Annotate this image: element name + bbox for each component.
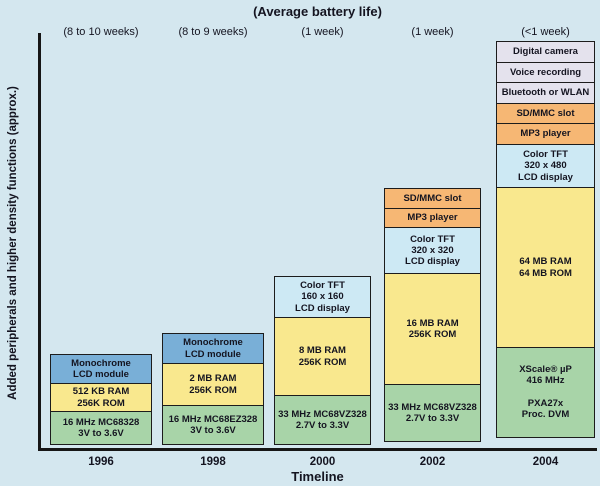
segment-label: 160 x 160 — [301, 291, 344, 303]
segment-sd-mmc-slot-2002: SD/MMC slot — [384, 188, 481, 209]
segment-label: XScale® µP — [519, 363, 572, 375]
segment-label: 2.7V to 3.3V — [295, 420, 350, 431]
x-axis-title: Timeline — [291, 469, 344, 484]
bar-2004: Digital camera Voice recording Bluetooth o… — [496, 41, 595, 438]
battery-life-label-1998: (8 to 9 weeks) — [178, 26, 248, 38]
segment-label: 33 MHz MC68VZ328 — [388, 401, 477, 413]
segment-label: 33 MHz MC68VZ328 — [278, 408, 367, 420]
battery-life-label-2002: (1 week) — [411, 26, 454, 38]
chart-title: (Average battery life) — [253, 4, 382, 19]
segment-ram-rom-2004: 64 MB RAM 64 MB ROM — [496, 187, 595, 348]
segment-label: 3V to 3.6V — [78, 428, 124, 439]
battery-life-label-1996: (8 to 10 weeks) — [63, 26, 139, 38]
segment-label: 64 MB ROM — [519, 267, 572, 279]
segment-label: PXA27x — [527, 397, 564, 409]
segment-label: 256K ROM — [298, 356, 347, 368]
segment-processor-2000: 33 MHz MC68VZ328 2.7V to 3.3V — [274, 395, 371, 445]
x-axis-line — [38, 448, 597, 451]
y-axis-line — [38, 33, 41, 451]
segment-label: MP3 player — [407, 212, 458, 224]
segment-label: SD/MMC slot — [403, 192, 462, 204]
segment-label: MP3 player — [520, 128, 571, 140]
segment-label: 256K ROM — [189, 384, 237, 396]
segment-label: 416 MHz — [526, 375, 565, 387]
y-axis-label: Added peripherals and higher density fun… — [7, 86, 19, 400]
bar-1996: Monochrome LCD module 512 KB RAM 256K ROM 16… — [50, 354, 152, 445]
segment-label: 320 x 320 — [411, 244, 454, 256]
segment-label: Bluetooth or WLAN — [501, 87, 590, 99]
segment-bluetooth-wlan-2004: Bluetooth or WLAN — [496, 82, 595, 104]
segment-label: 256K ROM — [77, 397, 125, 409]
segment-label: 320 x 480 — [524, 160, 567, 172]
segment-label: 512 KB RAM — [72, 386, 130, 398]
segment-label: LCD display — [518, 171, 573, 183]
segment-monochrome-lcd-1996: Monochrome LCD module — [50, 354, 152, 384]
segment-monochrome-lcd-1998: Monochrome LCD module — [162, 333, 264, 364]
year-label-1996: 1996 — [88, 456, 114, 468]
segment-label: 2 MB RAM — [189, 373, 237, 385]
segment-label: Voice recording — [509, 66, 582, 78]
segment-processor-1998: 16 MHz MC68EZ328 3V to 3.6V — [162, 405, 264, 445]
segment-label — [544, 386, 547, 397]
segment-processor-1996: 16 MHz MC68328 3V to 3.6V — [50, 411, 152, 445]
segment-processor-2002: 33 MHz MC68VZ328 2.7V to 3.3V — [384, 384, 481, 442]
segment-digital-camera-2004: Digital camera — [496, 41, 595, 63]
segment-label: Proc. DVM — [521, 408, 570, 420]
segment-label: 2.7V to 3.3V — [405, 413, 460, 424]
segment-label: 16 MHz MC68328 — [62, 416, 140, 428]
segment-ram-rom-1996: 512 KB RAM 256K ROM — [50, 382, 152, 413]
segment-label: 16 MHz MC68EZ328 — [168, 413, 258, 425]
battery-life-label-2000: (1 week) — [301, 26, 344, 38]
segment-label: Monochrome — [183, 337, 243, 349]
segment-color-tft-2002: Color TFT 320 x 320 LCD display — [384, 227, 481, 274]
segment-label: 16 MB RAM — [406, 317, 459, 329]
year-label-2000: 2000 — [309, 456, 336, 468]
segment-label: SD/MMC slot — [516, 107, 575, 119]
segment-mp3-player-2002: MP3 player — [384, 207, 481, 229]
segment-label: LCD display — [295, 302, 350, 314]
segment-label: 256K ROM — [408, 329, 457, 340]
segment-ram-rom-1998: 2 MB RAM 256K ROM — [162, 362, 264, 407]
segment-label: 64 MB RAM — [519, 256, 572, 268]
year-label-2004: 2004 — [532, 456, 559, 468]
segment-label: 8 MB RAM — [299, 345, 346, 357]
segment-label: Color TFT — [300, 280, 345, 292]
bar-1998: Monochrome LCD module 2 MB RAM 256K ROM 16 M… — [162, 333, 264, 445]
segment-voice-recording-2004: Voice recording — [496, 61, 595, 84]
segment-ram-rom-2002: 16 MB RAM 256K ROM — [384, 272, 481, 386]
segment-sd-mmc-slot-2004: SD/MMC slot — [496, 102, 595, 125]
segment-label: LCD display — [405, 256, 460, 268]
segment-label: LCD module — [185, 348, 241, 360]
segment-label: Monochrome — [71, 357, 131, 369]
segment-label: Digital camera — [513, 46, 578, 58]
segment-label: 3V to 3.6V — [190, 425, 236, 436]
segment-label: LCD module — [73, 369, 129, 380]
bar-2002: SD/MMC slot MP3 player Color TFT 320 x 320 L… — [384, 188, 481, 442]
segment-label: Color TFT — [523, 149, 568, 161]
bar-2000: Color TFT 160 x 160 LCD display 8 MB RAM 256… — [274, 276, 371, 445]
segment-label: Color TFT — [410, 233, 455, 245]
segment-processor-2004: XScale® µP 416 MHz PXA27x Proc. DVM — [496, 346, 595, 438]
segment-mp3-player-2004: MP3 player — [496, 123, 595, 145]
segment-color-tft-2000: Color TFT 160 x 160 LCD display — [274, 276, 371, 318]
battery-life-label-2004: (<1 week) — [521, 26, 570, 38]
year-label-1998: 1998 — [200, 456, 226, 468]
year-label-2002: 2002 — [419, 456, 446, 468]
segment-color-tft-2004: Color TFT 320 x 480 LCD display — [496, 143, 595, 189]
segment-ram-rom-2000: 8 MB RAM 256K ROM — [274, 316, 371, 397]
